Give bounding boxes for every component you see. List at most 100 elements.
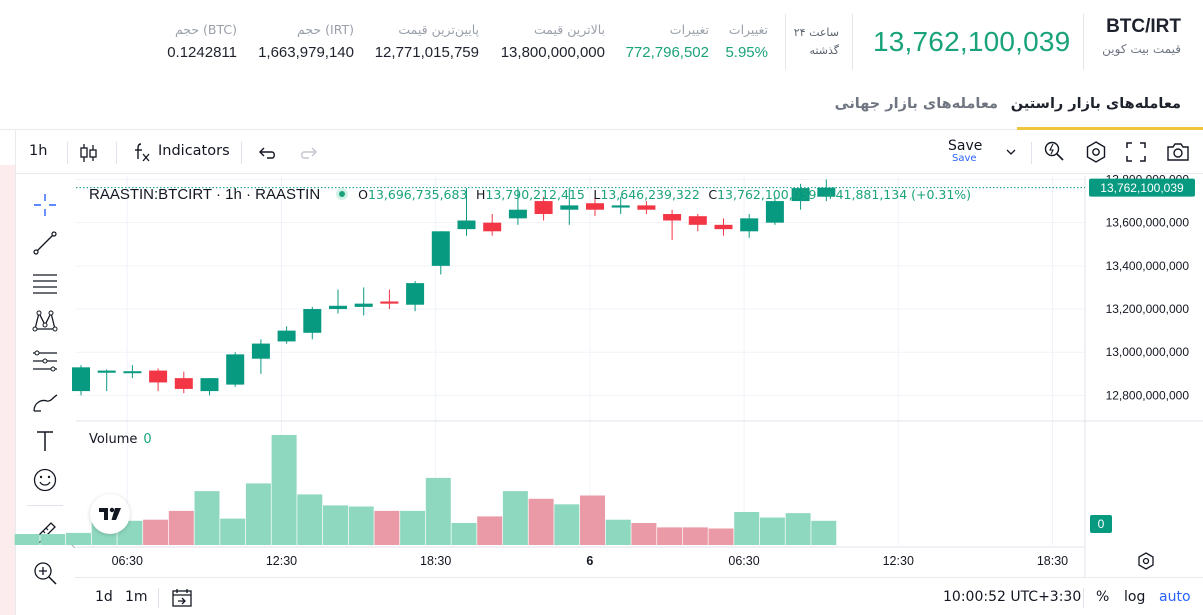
last-price-axis-label: 13,762,100,039 [1100,181,1184,195]
period-line: گذشته [809,44,839,57]
volume-bar [605,519,631,545]
auto-scale-toggle[interactable]: auto [1159,589,1191,605]
candle-body [329,305,347,310]
emoji-icon[interactable] [31,466,59,494]
candles-icon[interactable] [79,142,99,164]
pattern-icon[interactable] [31,307,59,335]
indicators-button[interactable]: Indicators [158,143,230,159]
indicators-fx-icon[interactable] [132,141,152,163]
stat-change-percent: تغییرات 5.95% [725,22,768,61]
pair-title: BTC/IRT [1106,16,1181,37]
volume-bar [374,510,400,545]
time-tick-label: 18:30 [420,554,451,568]
volume-axis-badge [1090,515,1112,533]
candle-body [663,214,682,221]
volume-bar [425,477,451,545]
quick-search-icon[interactable] [1042,139,1066,163]
candle-body [457,220,476,230]
price-tick-label: 13,200,000,000 [1106,302,1190,316]
settings-hexagon-icon[interactable] [1084,140,1108,164]
candle-body [406,283,425,305]
volume-bar [759,517,785,545]
bottom-separator [1083,588,1084,608]
stat-value: 12,771,015,759 [374,44,479,61]
volume-bar [194,491,220,545]
volume-bar [14,534,40,545]
volume-bar [682,527,708,545]
price-tick-label: 13,600,000,000 [1106,216,1190,230]
tabs-border [0,129,1203,130]
redo-icon[interactable] [299,144,319,162]
forecasting-icon[interactable] [31,347,59,375]
save-sublabel: Save [952,153,977,164]
date-range-icon[interactable] [171,587,193,609]
stat-label: بالاترین قیمت [533,22,605,37]
interval-button[interactable]: 1h [29,143,48,159]
candle-body [72,367,90,392]
candle-body [149,370,168,383]
time-axis: 06:30 12:30 18:30 6 06:30 12:30 18:30 [112,554,1069,568]
candle-body [637,205,656,210]
chart-legend: RAASTIN:BTCIRT · 1h · RAASTIN O13,696,735… [89,186,971,203]
volume-label: Volume [89,432,138,447]
bottom-separator [158,588,159,608]
last-price: 13,762,100,039 [873,26,1071,57]
volume-bar [348,506,374,545]
chart-bottom-bar: 1d 1m 10:00:52 UTC+3:30 % log auto [75,577,1203,615]
stat-change-amount: تغییرات 772,796,502 [626,22,709,61]
percent-scale-toggle[interactable]: % [1096,589,1110,605]
time-tick-label: 12:30 [266,554,297,568]
divider [852,14,853,70]
legend-symbol[interactable]: RAASTIN:BTCIRT · 1h · RAASTIN [89,186,321,203]
tradingview-logo[interactable] [90,494,130,534]
period-line: ۲۴ ساعت [793,26,839,39]
log-scale-toggle[interactable]: log [1124,589,1146,605]
brush-icon[interactable] [31,387,59,415]
legend-close-value: 13,762,100,039 [717,187,817,202]
save-button[interactable]: Save [948,138,983,154]
range-1d-button[interactable]: 1d [95,589,113,605]
candle-body [277,330,296,342]
toolbar-separator [241,142,242,164]
time-tick-label: 12:30 [883,554,914,568]
fullscreen-icon[interactable] [1125,141,1147,163]
chart-grid [76,176,1203,577]
stat-value: 0.1242811 [167,44,237,61]
volume-bar [143,519,169,545]
tab-raastin-market[interactable]: معامله‌های بازار راستین [1010,96,1181,112]
clock-timezone[interactable]: 10:00:52 UTC+3:30 [943,589,1082,605]
trend-line-icon[interactable] [31,229,59,257]
volume-value: 0 [143,432,152,447]
stat-label: پایین‌ترین قیمت [398,22,479,37]
tab-global-market[interactable]: معامله‌های بازار جهانی [834,96,998,112]
chevron-down-icon[interactable] [1005,147,1017,157]
legend-low-value: 13,646,239,322 [600,187,700,202]
volume-bar [734,512,760,545]
legend-close-key: C [708,187,718,202]
zoom-in-icon[interactable] [31,559,59,587]
legend-change: +41,881,134 (+0.31%) [825,187,972,202]
volume-bar [168,510,194,545]
volume-bar [811,520,837,545]
price-tick-label: 13,400,000,000 [1106,259,1190,273]
axis-settings-icon-center [1142,557,1150,565]
candle-body [586,203,604,210]
time-tick-label: 06:30 [112,554,143,568]
fib-retracement-icon[interactable] [31,269,59,297]
volume-bar [400,510,426,545]
time-tick-label: 06:30 [728,554,759,568]
text-tool-icon[interactable] [31,427,59,455]
price-tick-label: 13,000,000,000 [1106,345,1190,359]
range-1m-button[interactable]: 1m [125,589,148,605]
candle-body [251,343,270,359]
stat-value: 5.95% [725,44,768,61]
undo-icon[interactable] [257,144,277,162]
volume-bar [708,528,734,545]
volume-bar [785,513,811,545]
period-label: ۲۴ ساعت گذشته [793,24,839,60]
stat-value: 1,663,979,140 [258,44,354,61]
camera-icon[interactable] [1165,141,1191,163]
axis-settings-icon[interactable] [1138,552,1154,570]
crosshair-icon[interactable] [31,191,59,219]
